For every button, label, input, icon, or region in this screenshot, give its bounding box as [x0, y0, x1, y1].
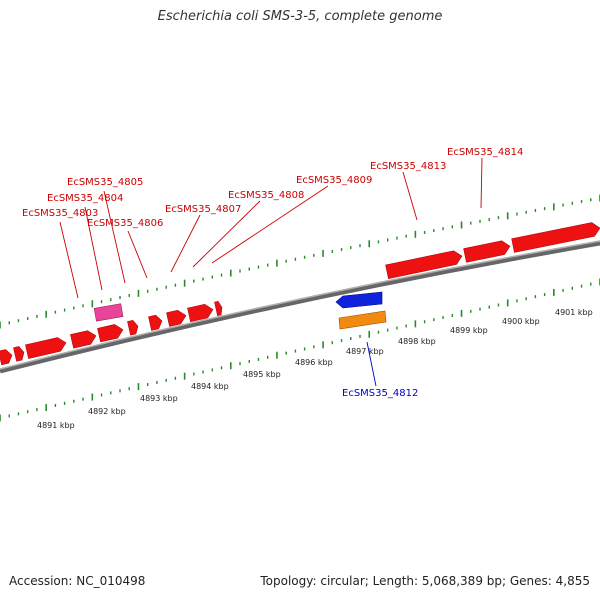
kbp-label: 4893 kbp	[140, 394, 178, 403]
forward-gene	[70, 330, 97, 349]
label-leader	[84, 206, 103, 291]
forward-gene	[385, 250, 463, 280]
kbp-labels: 4891 kbp 4892 kbp 4893 kbp 4894 kbp 4895 kbp…	[37, 308, 593, 430]
gene-label: EcSMS35_4806	[87, 218, 163, 229]
lower-tick-track	[0, 278, 600, 422]
label-leader	[211, 185, 329, 264]
upper-tick-track	[0, 194, 600, 329]
kbp-label: 4897 kbp	[346, 347, 384, 356]
label-leader	[192, 200, 261, 268]
accession-text: Accession: NC_010498	[9, 574, 146, 588]
kbp-label: 4900 kbp	[502, 317, 540, 326]
label-leader	[480, 157, 483, 209]
label-leader	[402, 171, 418, 221]
gene-label: EcSMS35_4812	[342, 388, 418, 399]
kbp-label: 4895 kbp	[243, 370, 281, 379]
forward-gene	[25, 337, 67, 359]
kbp-label: 4898 kbp	[398, 337, 436, 346]
pink-feature	[93, 303, 124, 322]
gene-labels: EcSMS35_4803 EcSMS35_4804 EcSMS35_4805 EcSM…	[22, 147, 523, 399]
gene-label: EcSMS35_4814	[447, 147, 523, 158]
forward-gene	[187, 303, 214, 323]
label-leader	[103, 190, 126, 284]
kbp-label: 4896 kbp	[295, 358, 333, 367]
label-leader	[170, 214, 201, 273]
label-leader	[127, 230, 148, 279]
label-leader	[59, 221, 79, 299]
forward-gene	[214, 300, 223, 317]
forward-gene	[511, 222, 600, 253]
forward-gene	[0, 349, 13, 366]
kbp-label: 4892 kbp	[88, 407, 126, 416]
forward-gene	[97, 324, 124, 343]
kbp-label: 4891 kbp	[37, 421, 75, 430]
gene-label: EcSMS35_4813	[370, 161, 446, 172]
forward-gene	[148, 314, 163, 331]
genome-backbone	[0, 240, 600, 374]
gene-label: EcSMS35_4809	[296, 175, 372, 186]
topology-text: Topology: circular; Length: 5,068,389 bp…	[260, 574, 590, 588]
forward-gene	[127, 320, 139, 336]
gene-label: EcSMS35_4807	[165, 204, 241, 215]
kbp-label: 4899 kbp	[450, 326, 488, 335]
kbp-label: 4901 kbp	[555, 308, 593, 317]
forward-gene	[463, 240, 511, 263]
reverse-gene	[335, 291, 383, 309]
map-title: Escherichia coli SMS-3-5, complete genom…	[157, 9, 443, 24]
label-leaders	[59, 157, 483, 387]
forward-gene	[13, 346, 25, 362]
gene-track	[0, 222, 600, 366]
gene-label: EcSMS35_4805	[67, 177, 143, 188]
label-leader	[366, 341, 377, 387]
forward-gene	[166, 309, 187, 327]
gene-label: EcSMS35_4808	[228, 190, 304, 201]
orange-feature	[338, 310, 387, 330]
genome-backbone-highlight	[0, 240, 600, 370]
gene-label: EcSMS35_4804	[47, 193, 123, 204]
gene-label: EcSMS35_4803	[22, 208, 98, 219]
kbp-label: 4894 kbp	[191, 382, 229, 391]
